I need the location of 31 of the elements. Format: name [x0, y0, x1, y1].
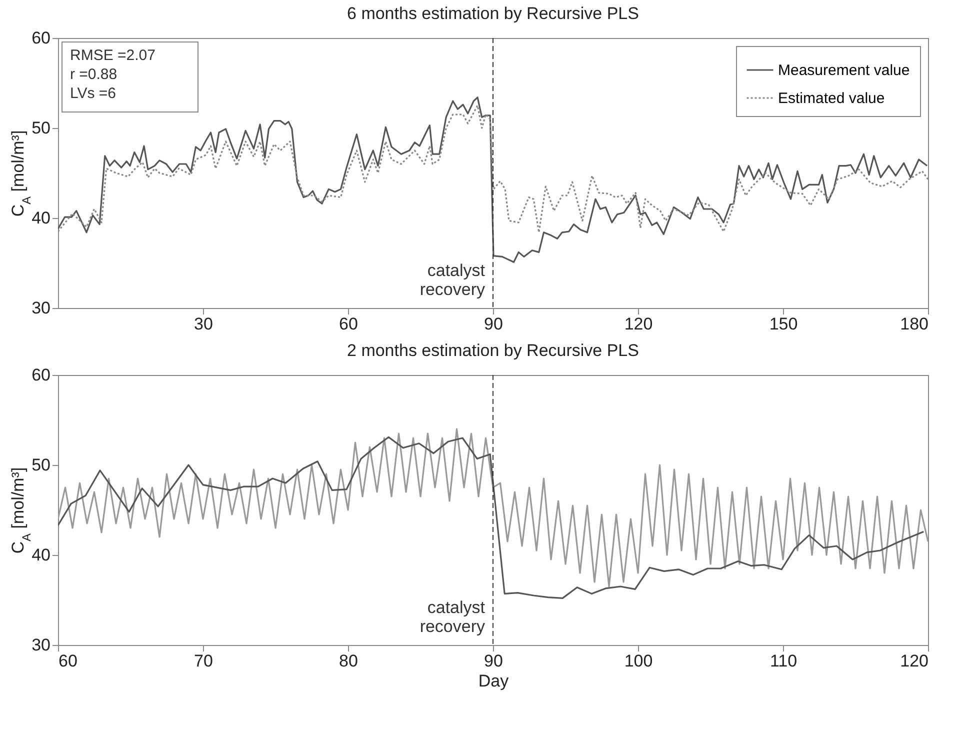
y-tick-label: 40 — [32, 208, 50, 228]
x-tick-label: 110 — [770, 652, 798, 670]
y-tick-label: 60 — [32, 366, 50, 384]
x-axis-title: Day — [478, 672, 510, 690]
chart-title: 6 months estimation by Recursive PLS — [347, 4, 639, 23]
ref-line-label: catalyst recovery — [420, 598, 486, 636]
x-tick-label: 120 — [900, 652, 928, 670]
annotation: RMSE =2.07 — [70, 47, 156, 64]
ref-line-label: catalyst recovery — [420, 261, 486, 299]
y-tick-label: 30 — [32, 636, 50, 654]
x-tick-label: 100 — [624, 652, 653, 670]
legend-label: Estimated value — [778, 90, 885, 107]
y-tick-label: 60 — [32, 28, 50, 48]
x-tick-label: 80 — [339, 652, 358, 670]
y-tick-label: 50 — [32, 456, 50, 474]
x-tick-label: 150 — [769, 314, 798, 334]
chart-title: 2 months estimation by Recursive PLS — [347, 341, 639, 360]
annotation: r =0.88 — [70, 66, 118, 83]
x-tick-label: 180 — [900, 314, 928, 334]
annotation: LVs =6 — [70, 85, 116, 102]
legend-label: Measurement value — [778, 62, 910, 79]
x-tick-label: 90 — [484, 314, 503, 334]
y-tick-label: 50 — [32, 118, 50, 138]
x-tick-label: 70 — [194, 652, 213, 670]
y-tick-label: 30 — [32, 298, 50, 318]
x-tick-label: 90 — [484, 652, 503, 670]
x-tick-label: 30 — [194, 314, 213, 334]
x-tick-label: 60 — [58, 652, 78, 670]
x-tick-label: 120 — [624, 314, 653, 334]
y-tick-label: 40 — [32, 546, 50, 564]
x-tick-label: 60 — [339, 314, 358, 334]
